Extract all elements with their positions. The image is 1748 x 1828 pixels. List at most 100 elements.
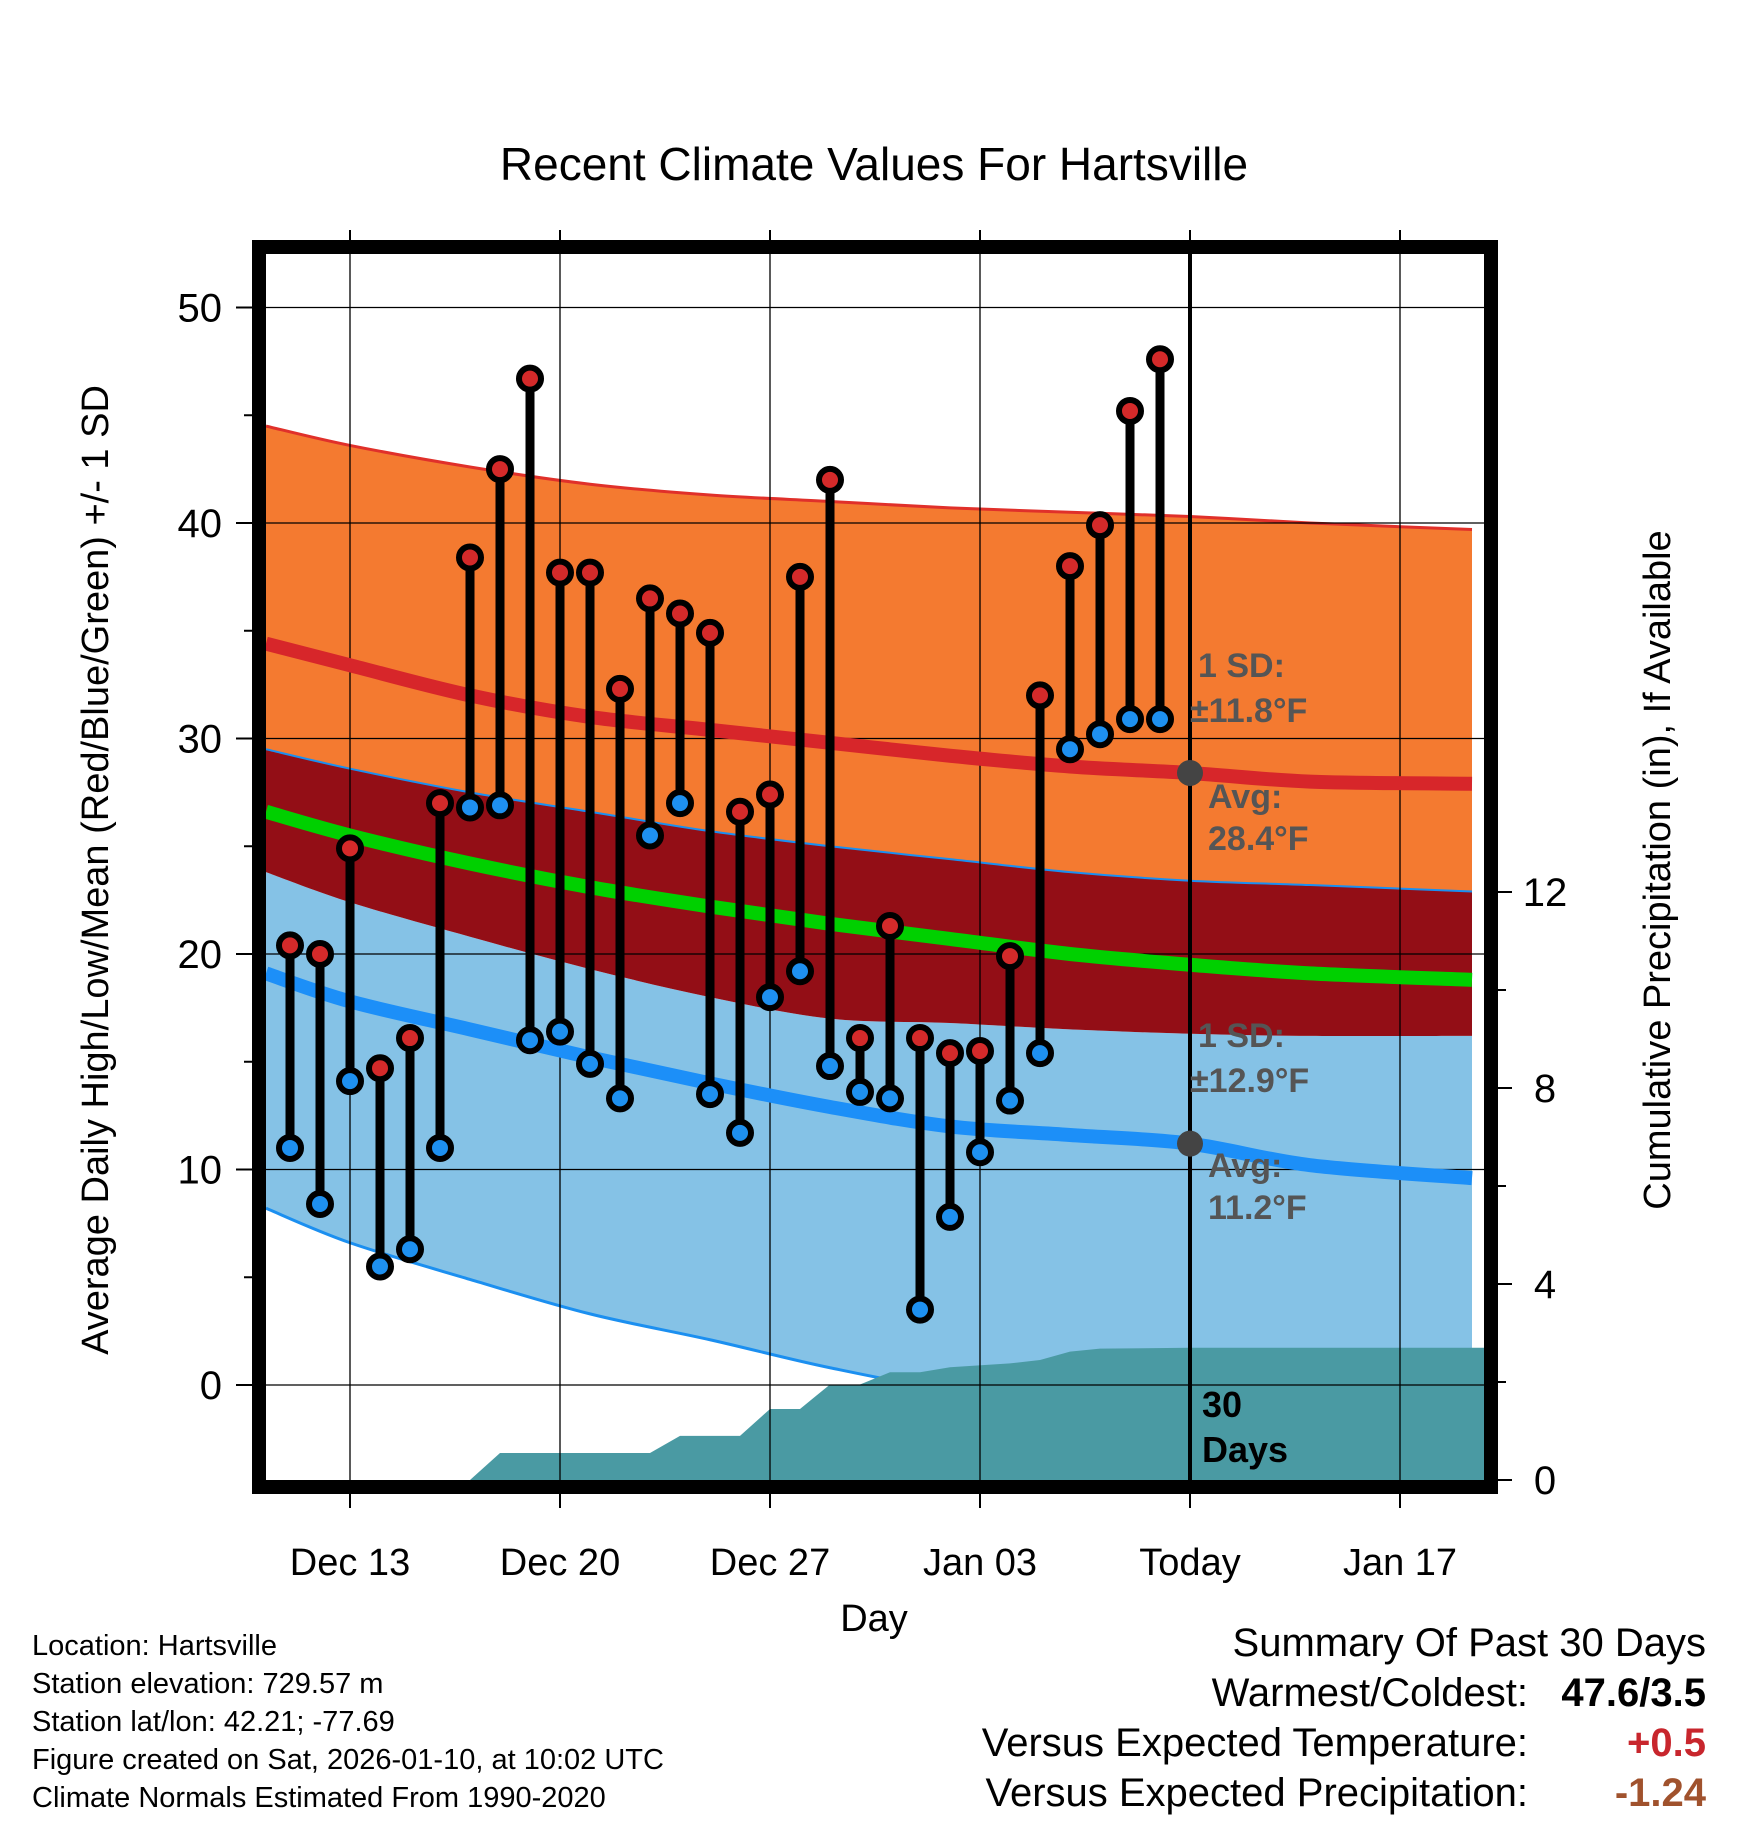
station-info: Location: Hartsville Station elevation: …	[32, 1627, 664, 1817]
daily-low-point	[546, 1017, 574, 1046]
daily-low-point	[726, 1118, 754, 1147]
daily-low-point	[906, 1295, 934, 1324]
normals-text: Climate Normals Estimated From 1990-2020	[32, 1782, 606, 1814]
daily-low-point	[456, 793, 484, 822]
low-sd-band	[266, 872, 1472, 1397]
daily-high-point	[276, 931, 304, 960]
days-word-label: Days	[1202, 1429, 1288, 1470]
x-axis: Dec 13 Dec 20 Dec 27 Jan 03 Today Jan 17	[290, 230, 1457, 1584]
plot-area	[266, 254, 1484, 1480]
y-tick-label: 10	[178, 1149, 223, 1193]
daily-low-point	[1116, 705, 1144, 734]
daily-high-point	[966, 1036, 994, 1065]
chart-title: Recent Climate Values For Hartsville	[500, 138, 1248, 190]
daily-high-point	[906, 1024, 934, 1053]
daily-high-point	[486, 455, 514, 484]
y2-tick-label: 0	[1534, 1459, 1556, 1503]
daily-low-point	[1026, 1039, 1054, 1068]
y-tick-label: 40	[178, 502, 223, 546]
low-avg-marker	[1177, 1130, 1203, 1157]
warm-cold-value: 47.6/3.5	[1561, 1671, 1706, 1715]
x-tick-label: Dec 20	[500, 1542, 620, 1584]
daily-high-point	[1056, 552, 1084, 581]
low-avg-line	[266, 966, 1473, 1186]
plot-frame	[252, 240, 1498, 1494]
daily-high-point	[936, 1039, 964, 1068]
temp-label: Versus Expected Temperature:	[981, 1721, 1528, 1765]
high-avg-value: 28.4°F	[1208, 820, 1309, 858]
high-avg-marker	[1177, 759, 1203, 786]
daily-low-point	[1146, 705, 1174, 734]
low-sd-label: 1 SD:	[1198, 1017, 1285, 1055]
daily-low-point	[756, 983, 784, 1012]
y2-tick-label: 8	[1534, 1067, 1556, 1111]
daily-high-point	[396, 1024, 424, 1053]
low-avg-label: Avg:	[1208, 1147, 1282, 1185]
y-axis-label: Average Daily High/Low/Mean (Red/Blue/Gr…	[75, 385, 117, 1355]
x-axis-label: Day	[840, 1598, 908, 1640]
daily-low-point	[426, 1133, 454, 1162]
daily-low-point	[336, 1067, 364, 1096]
daily-high-point	[606, 674, 634, 703]
daily-high-point	[366, 1054, 394, 1083]
daily-high-point	[336, 834, 364, 863]
location-text: Location: Hartsville	[32, 1630, 277, 1662]
daily-high-point	[696, 618, 724, 647]
daily-high-point	[426, 789, 454, 818]
daily-low-point	[606, 1084, 634, 1113]
warm-cold-label: Warmest/Coldest:	[1211, 1671, 1528, 1715]
daily-low-point	[276, 1133, 304, 1162]
high-sd-label: 1 SD:	[1198, 647, 1285, 685]
daily-high-point	[786, 562, 814, 591]
daily-low-point	[966, 1138, 994, 1167]
y2-tick-label: 12	[1523, 871, 1568, 915]
x-tick-label: Today	[1139, 1542, 1240, 1584]
daily-low-point	[846, 1077, 874, 1106]
daily-high-point	[876, 911, 904, 940]
daily-low-point	[786, 957, 814, 986]
x-tick-label: Dec 13	[290, 1542, 410, 1584]
low-sd-value: ±12.9°F	[1190, 1062, 1309, 1100]
daily-high-point	[726, 797, 754, 826]
daily-high-point	[846, 1024, 874, 1053]
daily-high-point	[1116, 396, 1144, 425]
daily-observations	[276, 345, 1174, 1324]
y-tick-label: 50	[178, 287, 223, 331]
summary-panel: Summary Of Past 30 Days Warmest/Coldest:…	[982, 1618, 1706, 1818]
daily-low-point	[636, 821, 664, 850]
daily-high-point	[1026, 681, 1054, 710]
elevation-text: Station elevation: 729.57 m	[32, 1668, 384, 1700]
daily-high-point	[666, 599, 694, 628]
annotations: 1 SD: ±11.8°F Avg: 28.4°F 1 SD: ±12.9°F …	[1190, 647, 1309, 1470]
y-tick-label: 0	[200, 1364, 222, 1408]
y2-axis: 0 4 8 12	[1498, 871, 1567, 1503]
daily-low-point	[1086, 720, 1114, 749]
daily-high-point	[306, 940, 334, 968]
daily-low-point	[576, 1049, 604, 1078]
daily-low-point	[996, 1086, 1024, 1115]
daily-high-point	[636, 584, 664, 613]
high-avg-label: Avg:	[1208, 778, 1282, 816]
daily-high-point	[1086, 511, 1114, 540]
daily-low-point	[486, 791, 514, 820]
summary-title: Summary Of Past 30 Days	[1232, 1621, 1706, 1665]
daily-low-point	[936, 1202, 964, 1231]
created-text: Figure created on Sat, 2026-01-10, at 10…	[32, 1744, 664, 1776]
daily-low-point	[396, 1235, 424, 1264]
y-tick-label: 30	[178, 718, 223, 762]
x-tick-label: Dec 27	[710, 1542, 830, 1584]
temp-value: +0.5	[1627, 1721, 1706, 1765]
y-tick-label: 20	[178, 933, 223, 977]
daily-high-point	[756, 780, 784, 809]
precip-value: -1.24	[1614, 1771, 1706, 1815]
low-avg-value: 11.2°F	[1208, 1189, 1307, 1227]
y-axis: 0 10 20 30 40 50	[178, 287, 252, 1408]
daily-high-point	[546, 558, 574, 587]
daily-low-point	[696, 1080, 724, 1109]
daily-low-point	[816, 1052, 844, 1081]
daily-low-point	[876, 1084, 904, 1113]
daily-high-point	[1146, 345, 1174, 374]
x-tick-label: Jan 17	[1343, 1542, 1457, 1584]
daily-low-point	[366, 1252, 394, 1281]
